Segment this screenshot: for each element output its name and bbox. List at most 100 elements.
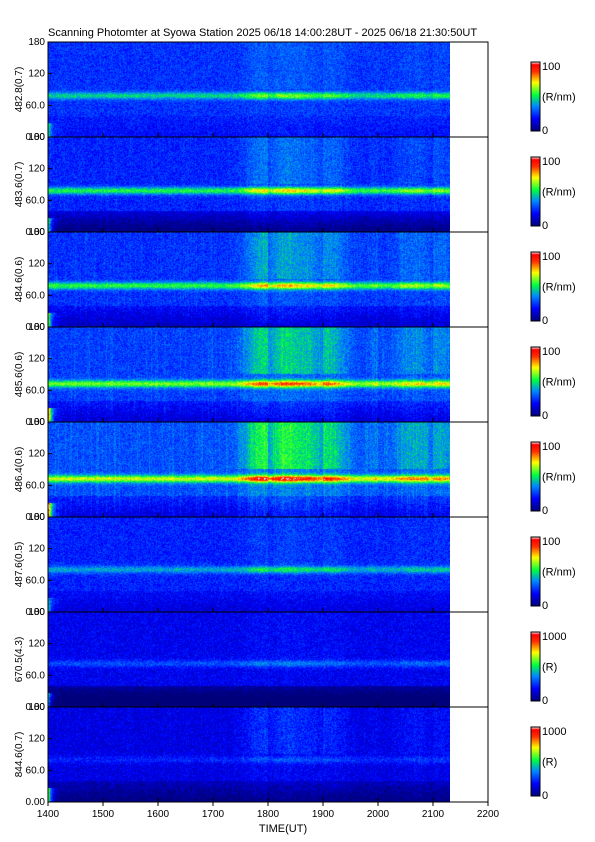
panel: 0.00 60.0 120 180 487.6(0.5) 100 (R/nm) 0 — [14, 512, 576, 618]
colorbar-min-label: 0 — [542, 315, 548, 327]
colorbar-min-label: 0 — [542, 695, 548, 707]
panel: 0.00 60.0 120 180 483.6(0.7) 100 (R/nm) 0 — [14, 132, 576, 238]
colorbar-min-label: 0 — [542, 600, 548, 612]
x-tick-label: 1600 — [147, 809, 170, 820]
heatmap-image — [48, 707, 450, 802]
y-tick-label: 120 — [28, 449, 45, 460]
colorbar-max-label: 1000 — [542, 726, 566, 738]
colorbar-unit-label: (R/nm) — [542, 187, 576, 199]
colorbar-min-label: 0 — [542, 220, 548, 232]
y-tick-label: 0.00 — [26, 417, 46, 428]
x-tick-label: 1800 — [257, 809, 280, 820]
heatmap-image — [48, 137, 450, 232]
panel: 0.00 60.0 120 180 844.6(0.7) 1000 (R) 0 — [14, 702, 566, 808]
colorbar-max-label: 100 — [542, 156, 560, 168]
y-tick-label: 0.00 — [26, 227, 46, 238]
heatmap-image — [48, 42, 450, 137]
panel-label: 487.6(0.5) — [14, 542, 25, 588]
y-tick-label: 120 — [28, 259, 45, 270]
colorbar-min-label: 0 — [542, 125, 548, 137]
panel-label: 844.6(0.7) — [14, 732, 25, 778]
y-tick-label: 120 — [28, 69, 45, 80]
y-tick-label: 0.00 — [26, 322, 46, 333]
heatmap-image — [48, 232, 450, 327]
colorbar-min-label: 0 — [542, 790, 548, 802]
heatmap-image — [48, 327, 450, 422]
panel: 0.00 60.0 120 180 486.4(0.6) 100 (R/nm) 0 — [14, 417, 576, 523]
colorbar-max-label: 100 — [542, 251, 560, 263]
y-tick-label: 60.0 — [26, 100, 46, 111]
colorbar-min-label: 0 — [542, 410, 548, 422]
y-tick-label: 180 — [28, 702, 45, 713]
panel-label: 484.6(0.6) — [14, 257, 25, 303]
y-tick-label: 60.0 — [26, 290, 46, 301]
colorbar — [530, 346, 541, 417]
y-tick-label: 180 — [28, 322, 45, 333]
panel-label: 485.6(0.6) — [14, 352, 25, 398]
y-tick-label: 120 — [28, 354, 45, 365]
y-tick-label: 0.00 — [26, 702, 46, 713]
y-tick-label: 0.00 — [26, 797, 46, 808]
y-tick-label: 120 — [28, 639, 45, 650]
x-tick-label: 1900 — [312, 809, 335, 820]
y-tick-label: 60.0 — [26, 195, 46, 206]
y-tick-label: 0.00 — [26, 512, 46, 523]
panel: 0.00 60.0 120 180 482.8(0.7) 100 (R/nm) 0 — [14, 37, 576, 143]
colorbar — [530, 156, 541, 227]
y-tick-label: 180 — [28, 37, 45, 48]
y-tick-label: 60.0 — [26, 765, 46, 776]
chart-title: Scanning Photomter at Syowa Station 2025… — [48, 27, 477, 39]
y-tick-label: 120 — [28, 544, 45, 555]
x-tick-label: 2200 — [477, 809, 500, 820]
colorbar — [530, 61, 541, 132]
y-tick-label: 60.0 — [26, 575, 46, 586]
y-tick-label: 60.0 — [26, 385, 46, 396]
x-tick-label: 1700 — [202, 809, 225, 820]
colorbar-max-label: 100 — [542, 346, 560, 358]
colorbar-unit-label: (R/nm) — [542, 377, 576, 389]
y-tick-label: 180 — [28, 512, 45, 523]
heatmap-image — [48, 612, 450, 707]
x-tick-label: 2100 — [422, 809, 445, 820]
panel-label: 483.6(0.7) — [14, 162, 25, 208]
heatmap-image — [48, 517, 450, 612]
colorbar-max-label: 100 — [542, 536, 560, 548]
panel: 0.00 60.0 120 180 670.5(4.3) 1000 (R) 0 — [14, 607, 566, 713]
colorbar-unit-label: (R) — [542, 662, 557, 674]
y-tick-label: 120 — [28, 734, 45, 745]
x-tick-label: 1400 — [37, 809, 60, 820]
colorbar-unit-label: (R/nm) — [542, 567, 576, 579]
colorbar-max-label: 100 — [542, 61, 560, 73]
panel: 0.00 60.0 120 180 484.6(0.6) 100 (R/nm) 0 — [14, 227, 576, 333]
panel-label: 670.5(4.3) — [14, 637, 25, 683]
y-tick-label: 180 — [28, 417, 45, 428]
y-tick-label: 60.0 — [26, 670, 46, 681]
y-tick-label: 0.00 — [26, 607, 46, 618]
panel-label: 482.8(0.7) — [14, 67, 25, 113]
colorbar — [530, 726, 541, 797]
colorbar — [530, 631, 541, 702]
colorbar-max-label: 100 — [542, 441, 560, 453]
colorbar-unit-label: (R) — [542, 757, 557, 769]
x-axis: 1400 1500 1600 1700 1800 1900 2000 2100 2200 — [37, 802, 500, 820]
y-tick-label: 180 — [28, 227, 45, 238]
colorbar-unit-label: (R/nm) — [542, 472, 576, 484]
colorbar-max-label: 1000 — [542, 631, 566, 643]
panel: 0.00 60.0 120 180 485.6(0.6) 100 (R/nm) 0 — [14, 322, 576, 428]
colorbar-min-label: 0 — [542, 505, 548, 517]
colorbar-unit-label: (R/nm) — [542, 282, 576, 294]
colorbar — [530, 536, 541, 607]
panels: 0.00 60.0 120 180 482.8(0.7) 100 (R/nm) 0 0.00 60… — [14, 37, 576, 808]
colorbar — [530, 441, 541, 512]
x-axis-title: TIME(UT) — [259, 823, 307, 835]
heatmap-image — [48, 422, 450, 517]
y-tick-label: 180 — [28, 132, 45, 143]
y-tick-label: 0.00 — [26, 132, 46, 143]
x-tick-label: 2000 — [367, 809, 390, 820]
colorbar-unit-label: (R/nm) — [542, 92, 576, 104]
colorbar — [530, 251, 541, 322]
y-tick-label: 180 — [28, 607, 45, 618]
panel-label: 486.4(0.6) — [14, 447, 25, 493]
y-tick-label: 60.0 — [26, 480, 46, 491]
